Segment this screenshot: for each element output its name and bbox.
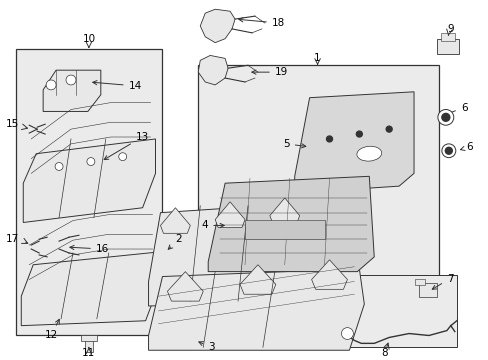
Circle shape	[441, 144, 455, 158]
Polygon shape	[240, 265, 275, 294]
Polygon shape	[21, 252, 158, 326]
Bar	[436, 39, 458, 54]
Circle shape	[119, 153, 126, 161]
Polygon shape	[43, 70, 101, 112]
Polygon shape	[269, 198, 299, 224]
Bar	[337, 275, 456, 347]
Text: 2: 2	[168, 234, 182, 249]
Bar	[16, 49, 162, 336]
Circle shape	[356, 131, 362, 137]
Text: 6: 6	[441, 103, 467, 117]
Bar	[81, 336, 97, 341]
Ellipse shape	[356, 146, 381, 161]
Text: 10: 10	[82, 34, 95, 44]
Bar	[244, 220, 324, 239]
Circle shape	[441, 113, 449, 121]
Text: 3: 3	[199, 342, 214, 352]
Text: 14: 14	[93, 81, 142, 91]
Circle shape	[341, 328, 353, 339]
Bar	[85, 341, 93, 352]
Text: 19: 19	[251, 67, 287, 77]
Bar	[418, 283, 436, 297]
Polygon shape	[215, 202, 244, 228]
Circle shape	[55, 163, 63, 170]
Polygon shape	[198, 55, 227, 85]
Text: 11: 11	[82, 348, 95, 358]
Text: 16: 16	[70, 244, 109, 254]
Circle shape	[386, 126, 391, 132]
Polygon shape	[200, 9, 235, 43]
Circle shape	[66, 75, 76, 85]
Text: 6: 6	[460, 142, 472, 152]
Bar	[414, 279, 424, 285]
Text: 5: 5	[283, 139, 305, 149]
Circle shape	[87, 158, 95, 166]
Text: 17: 17	[6, 234, 19, 244]
Polygon shape	[160, 208, 190, 233]
Polygon shape	[23, 139, 155, 222]
Polygon shape	[167, 272, 203, 301]
Text: 4: 4	[201, 220, 224, 230]
Circle shape	[326, 136, 332, 142]
Polygon shape	[208, 176, 373, 272]
Text: 7: 7	[431, 274, 452, 289]
Polygon shape	[148, 203, 314, 306]
Circle shape	[437, 109, 453, 125]
Circle shape	[46, 80, 56, 90]
Text: 8: 8	[380, 348, 386, 358]
Polygon shape	[311, 260, 346, 289]
Text: 9: 9	[447, 24, 453, 34]
Bar	[198, 65, 438, 316]
Polygon shape	[294, 92, 413, 193]
Polygon shape	[148, 269, 364, 350]
Text: 1: 1	[314, 53, 320, 63]
Bar	[440, 33, 454, 41]
Text: 15: 15	[6, 119, 19, 129]
Circle shape	[445, 147, 451, 154]
Text: 12: 12	[44, 319, 59, 341]
Text: 18: 18	[239, 18, 285, 28]
Text: 13: 13	[104, 132, 148, 159]
